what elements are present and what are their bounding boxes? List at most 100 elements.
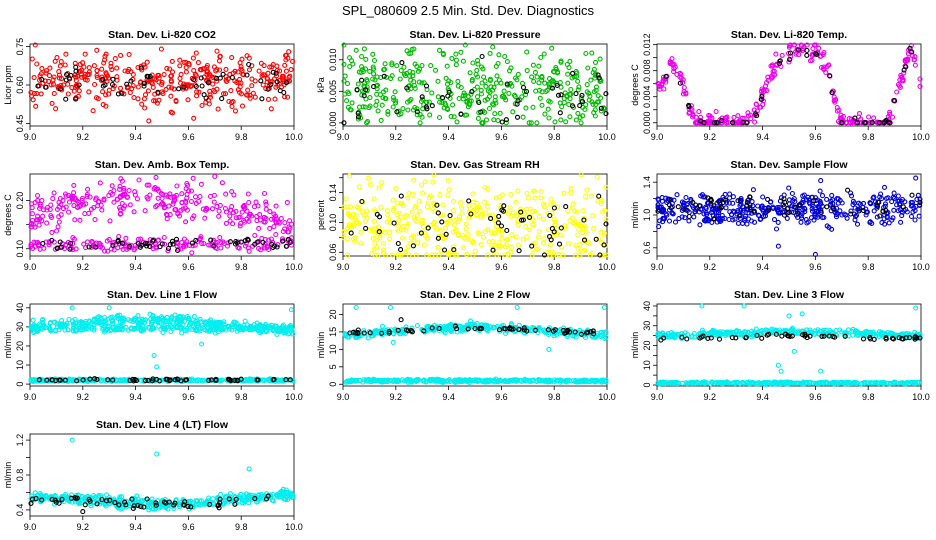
- x-tick-label: 9.0: [337, 392, 350, 402]
- data-point: [590, 70, 596, 76]
- data-point: [263, 86, 269, 92]
- data-point: [745, 110, 751, 116]
- data-point: [421, 242, 427, 248]
- data-point: [190, 175, 196, 181]
- data-point: [735, 113, 741, 119]
- data-point: [117, 85, 124, 91]
- data-point: [428, 63, 434, 69]
- data-point: [49, 229, 55, 235]
- data-point: [280, 228, 286, 235]
- data-point: [398, 214, 404, 220]
- data-point: [109, 183, 115, 189]
- data-point: [110, 240, 116, 246]
- y-axis-label: degrees C: [3, 194, 13, 236]
- data-point: [232, 68, 238, 74]
- data-point: [410, 73, 416, 79]
- data-point: [135, 313, 141, 319]
- data-point: [573, 91, 579, 97]
- chart-title: Stan. Dev. Li-820 Pressure: [409, 29, 540, 41]
- data-point: [100, 76, 106, 82]
- data-point: [100, 102, 106, 108]
- y-tick-label: 0: [642, 383, 652, 388]
- x-tick-label: 9.4: [129, 392, 142, 402]
- data-point: [156, 79, 162, 85]
- data-series: [35, 61, 290, 102]
- x-tick-label: 9.0: [24, 262, 37, 272]
- data-point: [555, 92, 562, 98]
- data-point: [247, 95, 253, 101]
- data-point: [186, 188, 192, 194]
- data-point: [424, 106, 430, 112]
- data-point: [349, 100, 355, 106]
- data-point: [249, 83, 255, 89]
- data-point: [273, 70, 279, 76]
- data-point: [593, 236, 599, 242]
- chart-title: Stan. Dev. Line 3 Flow: [734, 289, 845, 301]
- data-point: [439, 100, 445, 106]
- chart-title: Stan. Dev. Gas Stream RH: [410, 159, 539, 171]
- data-point: [193, 237, 199, 243]
- x-tick-label: 9.2: [77, 132, 90, 142]
- data-point: [793, 51, 799, 57]
- data-point: [583, 50, 589, 57]
- data-point: [678, 71, 684, 78]
- y-axis-label: ml/min: [3, 332, 13, 359]
- data-point: [809, 57, 815, 63]
- data-point: [603, 91, 609, 97]
- data-point: [56, 214, 62, 220]
- data-point: [159, 241, 165, 247]
- data-point: [356, 184, 362, 190]
- data-point: [161, 234, 167, 241]
- data-point: [776, 61, 783, 67]
- data-point: [569, 215, 575, 221]
- data-point: [252, 78, 258, 84]
- x-tick-label: 9.8: [548, 132, 561, 142]
- data-point: [184, 207, 190, 213]
- data-point: [497, 110, 503, 116]
- data-point: [162, 241, 168, 247]
- data-point: [273, 203, 279, 209]
- data-point: [280, 238, 286, 244]
- data-point: [686, 218, 692, 224]
- data-point: [445, 106, 451, 113]
- data-point: [513, 199, 519, 205]
- data-point: [269, 64, 275, 70]
- data-point: [524, 234, 530, 240]
- data-point: [35, 198, 41, 204]
- x-tick-label: 10.0: [285, 262, 303, 272]
- data-point: [38, 91, 44, 97]
- data-point: [86, 244, 92, 250]
- data-point: [913, 175, 919, 181]
- data-point: [437, 99, 443, 105]
- data-point: [586, 240, 592, 246]
- data-point: [264, 79, 270, 85]
- y-tick-label: 20: [642, 340, 652, 350]
- data-point: [205, 68, 211, 75]
- data-point: [496, 213, 502, 219]
- data-point: [478, 87, 484, 93]
- data-point: [63, 204, 69, 210]
- data-point: [598, 95, 604, 101]
- data-point: [39, 66, 45, 72]
- data-point: [146, 78, 152, 84]
- data-point: [63, 193, 69, 199]
- data-point: [460, 58, 466, 64]
- data-point: [267, 209, 273, 215]
- data-point: [70, 235, 76, 241]
- data-point: [457, 200, 464, 206]
- data-point: [203, 95, 209, 101]
- data-point: [115, 91, 121, 97]
- data-point: [483, 117, 490, 123]
- data-point: [683, 194, 689, 201]
- data-point: [57, 86, 63, 92]
- data-point: [106, 305, 112, 311]
- data-point: [376, 185, 382, 191]
- data-point: [106, 91, 112, 97]
- data-point: [362, 66, 369, 72]
- data-point: [686, 104, 692, 110]
- data-point: [72, 217, 78, 223]
- data-point: [379, 180, 385, 186]
- x-tick-label: 10.0: [598, 132, 616, 142]
- data-point: [445, 192, 451, 198]
- data-point: [122, 203, 128, 209]
